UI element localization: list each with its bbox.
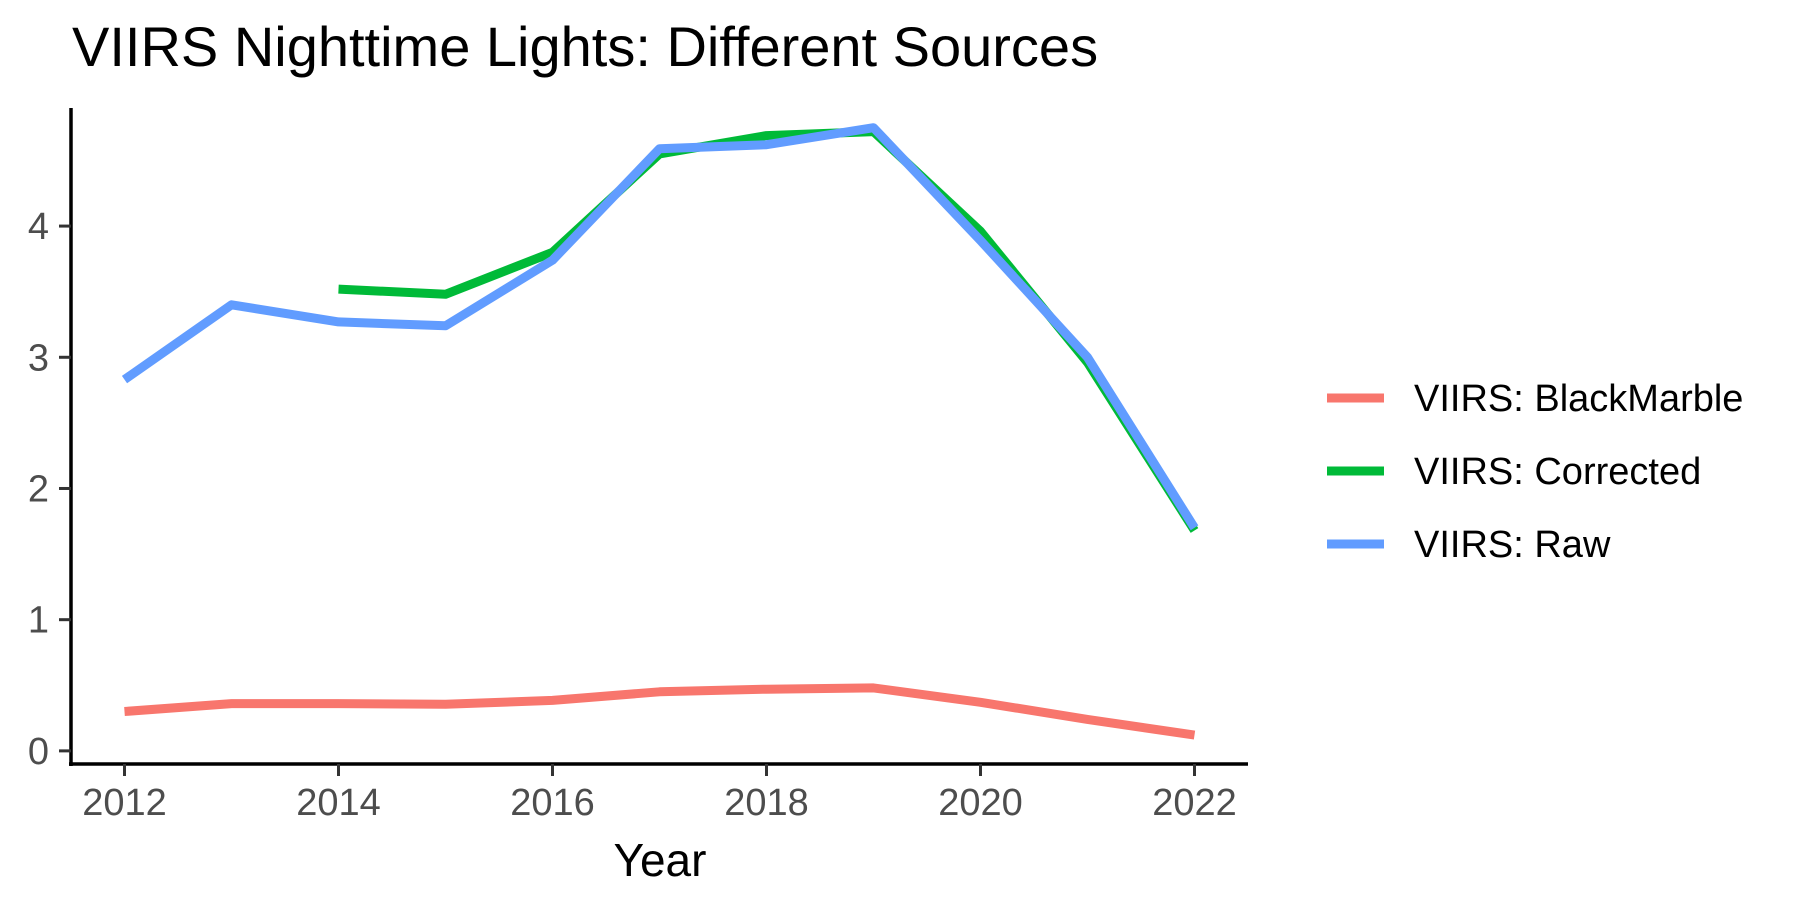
- series-line-viirs-raw: [121, 123, 1199, 531]
- x-tick-label: 2012: [82, 782, 167, 824]
- x-tick-label: 2014: [296, 782, 381, 824]
- y-tick-label: 1: [28, 600, 49, 642]
- legend-label: VIIRS: BlackMarble: [1414, 378, 1743, 420]
- x-tick-label: 2022: [1152, 782, 1237, 824]
- legend-item-viirs-blackmarble: VIIRS: BlackMarble: [1327, 378, 1743, 420]
- y-tick-label: 4: [28, 206, 49, 248]
- y-tick-label: 0: [28, 731, 49, 773]
- x-tick-label: 2018: [724, 782, 809, 824]
- x-tick-label: 2020: [938, 782, 1023, 824]
- legend-item-viirs-corrected: VIIRS: Corrected: [1327, 451, 1701, 493]
- y-tick-label: 3: [28, 337, 49, 379]
- chart-title: VIIRS Nighttime Lights: Different Source…: [72, 15, 1098, 78]
- legend-label: VIIRS: Corrected: [1414, 451, 1701, 493]
- axes-layer: [69, 108, 1248, 766]
- legend-label: VIIRS: Raw: [1414, 524, 1611, 566]
- series-line-viirs-blackmarble: [124, 683, 1196, 740]
- legend: VIIRS: BlackMarble VIIRS: Corrected VIIRS:…: [1327, 378, 1743, 566]
- legend-item-viirs-raw: VIIRS: Raw: [1327, 524, 1611, 566]
- x-axis-title: Year: [614, 834, 707, 886]
- ticks-layer: 2012 2014 2016 2018 2020 2022 0 1 2 3 4: [28, 206, 1237, 824]
- x-tick-label: 2016: [510, 782, 595, 824]
- y-tick-label: 2: [28, 468, 49, 510]
- series-layer: [121, 123, 1199, 740]
